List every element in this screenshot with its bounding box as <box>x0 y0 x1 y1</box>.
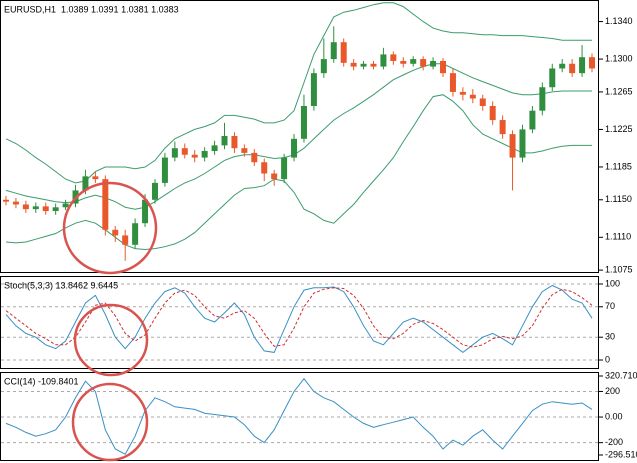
candle-body <box>3 199 9 202</box>
candle-body <box>291 138 298 158</box>
stoch-panel-frame <box>0 276 599 369</box>
highlight-circle <box>73 303 149 377</box>
candle-body <box>281 157 288 180</box>
candle-body <box>211 145 218 152</box>
cci-panel-frame <box>0 372 599 461</box>
y-tick-label: 30 <box>605 332 615 342</box>
indicator-line <box>5 377 593 455</box>
candle-body <box>151 182 158 200</box>
candle-body <box>171 148 178 158</box>
candle-body <box>330 42 337 60</box>
stoch-title: Stoch(5,3,3) 13.8462 9.6445 <box>4 280 118 290</box>
y-tick-label: 70 <box>605 301 615 311</box>
candle-body <box>440 60 447 74</box>
cci-title: CCI(14) -109.8401 <box>4 376 79 386</box>
y-tick-label: 1.1225 <box>605 124 633 134</box>
candle-body <box>410 59 417 64</box>
candle-body <box>529 110 536 130</box>
y-tick-label: 1.1265 <box>605 86 633 96</box>
candle-body <box>112 229 119 236</box>
candle-body <box>400 60 407 64</box>
candle-body <box>469 94 476 99</box>
y-tick-label: 1.1150 <box>605 194 632 204</box>
indicator-line <box>5 287 593 348</box>
candle-body <box>191 154 198 158</box>
y-tick-label: 0 <box>605 354 610 364</box>
candle-body <box>479 98 486 106</box>
candle-body <box>549 68 556 88</box>
candle-body <box>241 148 248 153</box>
candle-body <box>82 176 89 191</box>
y-tick-label: 320.710 <box>605 370 637 380</box>
candle-body <box>430 60 437 67</box>
candle-body <box>420 59 427 67</box>
indicator-line <box>5 284 593 354</box>
y-tick-label: 1.1185 <box>605 161 632 171</box>
candle-body <box>22 204 29 210</box>
candle-body <box>579 57 586 74</box>
candle-body <box>181 148 188 155</box>
candle-body <box>559 63 566 69</box>
highlight-circle <box>71 382 149 462</box>
y-tick-label: 1.1340 <box>605 16 633 26</box>
candle-body <box>350 62 357 67</box>
y-tick-label: 200 <box>605 386 620 396</box>
candle-body <box>62 203 69 208</box>
candle-body <box>509 134 516 158</box>
y-tick-label: 1.1110 <box>605 232 631 242</box>
candle-body <box>221 136 228 146</box>
price-title: EURUSD,H1 1.0389 1.0391 1.0381 1.0383 <box>4 4 179 14</box>
candle-body <box>32 206 39 210</box>
candle-body <box>449 73 456 92</box>
y-tick-label: -200 <box>605 437 623 447</box>
candle-body <box>539 87 546 111</box>
candle-body <box>459 91 466 95</box>
candle-body <box>380 54 387 67</box>
y-tick-label: -296.510 <box>605 449 637 459</box>
candle-body <box>261 162 268 174</box>
candle-body <box>251 152 258 163</box>
candle-body <box>499 120 506 135</box>
highlight-circle <box>62 181 158 275</box>
candle-body <box>340 42 347 63</box>
candle-body <box>12 201 19 205</box>
candle-body <box>122 235 129 245</box>
candle-body <box>310 73 317 106</box>
candle-body <box>201 151 208 158</box>
y-tick-label: 0.00 <box>605 411 623 421</box>
candle-body <box>52 207 59 212</box>
candle-body <box>360 63 367 67</box>
candle-body <box>320 59 327 74</box>
band-line <box>5 2 592 184</box>
candle-body <box>142 199 149 224</box>
candle-body <box>92 176 99 180</box>
y-tick-label: 1.1075 <box>605 264 633 274</box>
candle-body <box>519 129 526 158</box>
candle-body <box>300 105 307 139</box>
candle-body <box>132 223 139 245</box>
candle-body <box>271 173 278 180</box>
candle-body <box>370 63 377 67</box>
candle-body <box>569 63 576 74</box>
candle-body <box>102 179 109 230</box>
candle-body <box>231 136 238 149</box>
candle-body <box>589 57 595 69</box>
candle-body <box>390 54 397 61</box>
candle-body <box>42 206 49 212</box>
y-tick-label: 100 <box>605 278 620 288</box>
candle-body <box>489 105 496 121</box>
price-panel-frame <box>0 0 599 273</box>
candle-body <box>161 157 168 183</box>
y-tick-label: 1.1300 <box>605 53 633 63</box>
